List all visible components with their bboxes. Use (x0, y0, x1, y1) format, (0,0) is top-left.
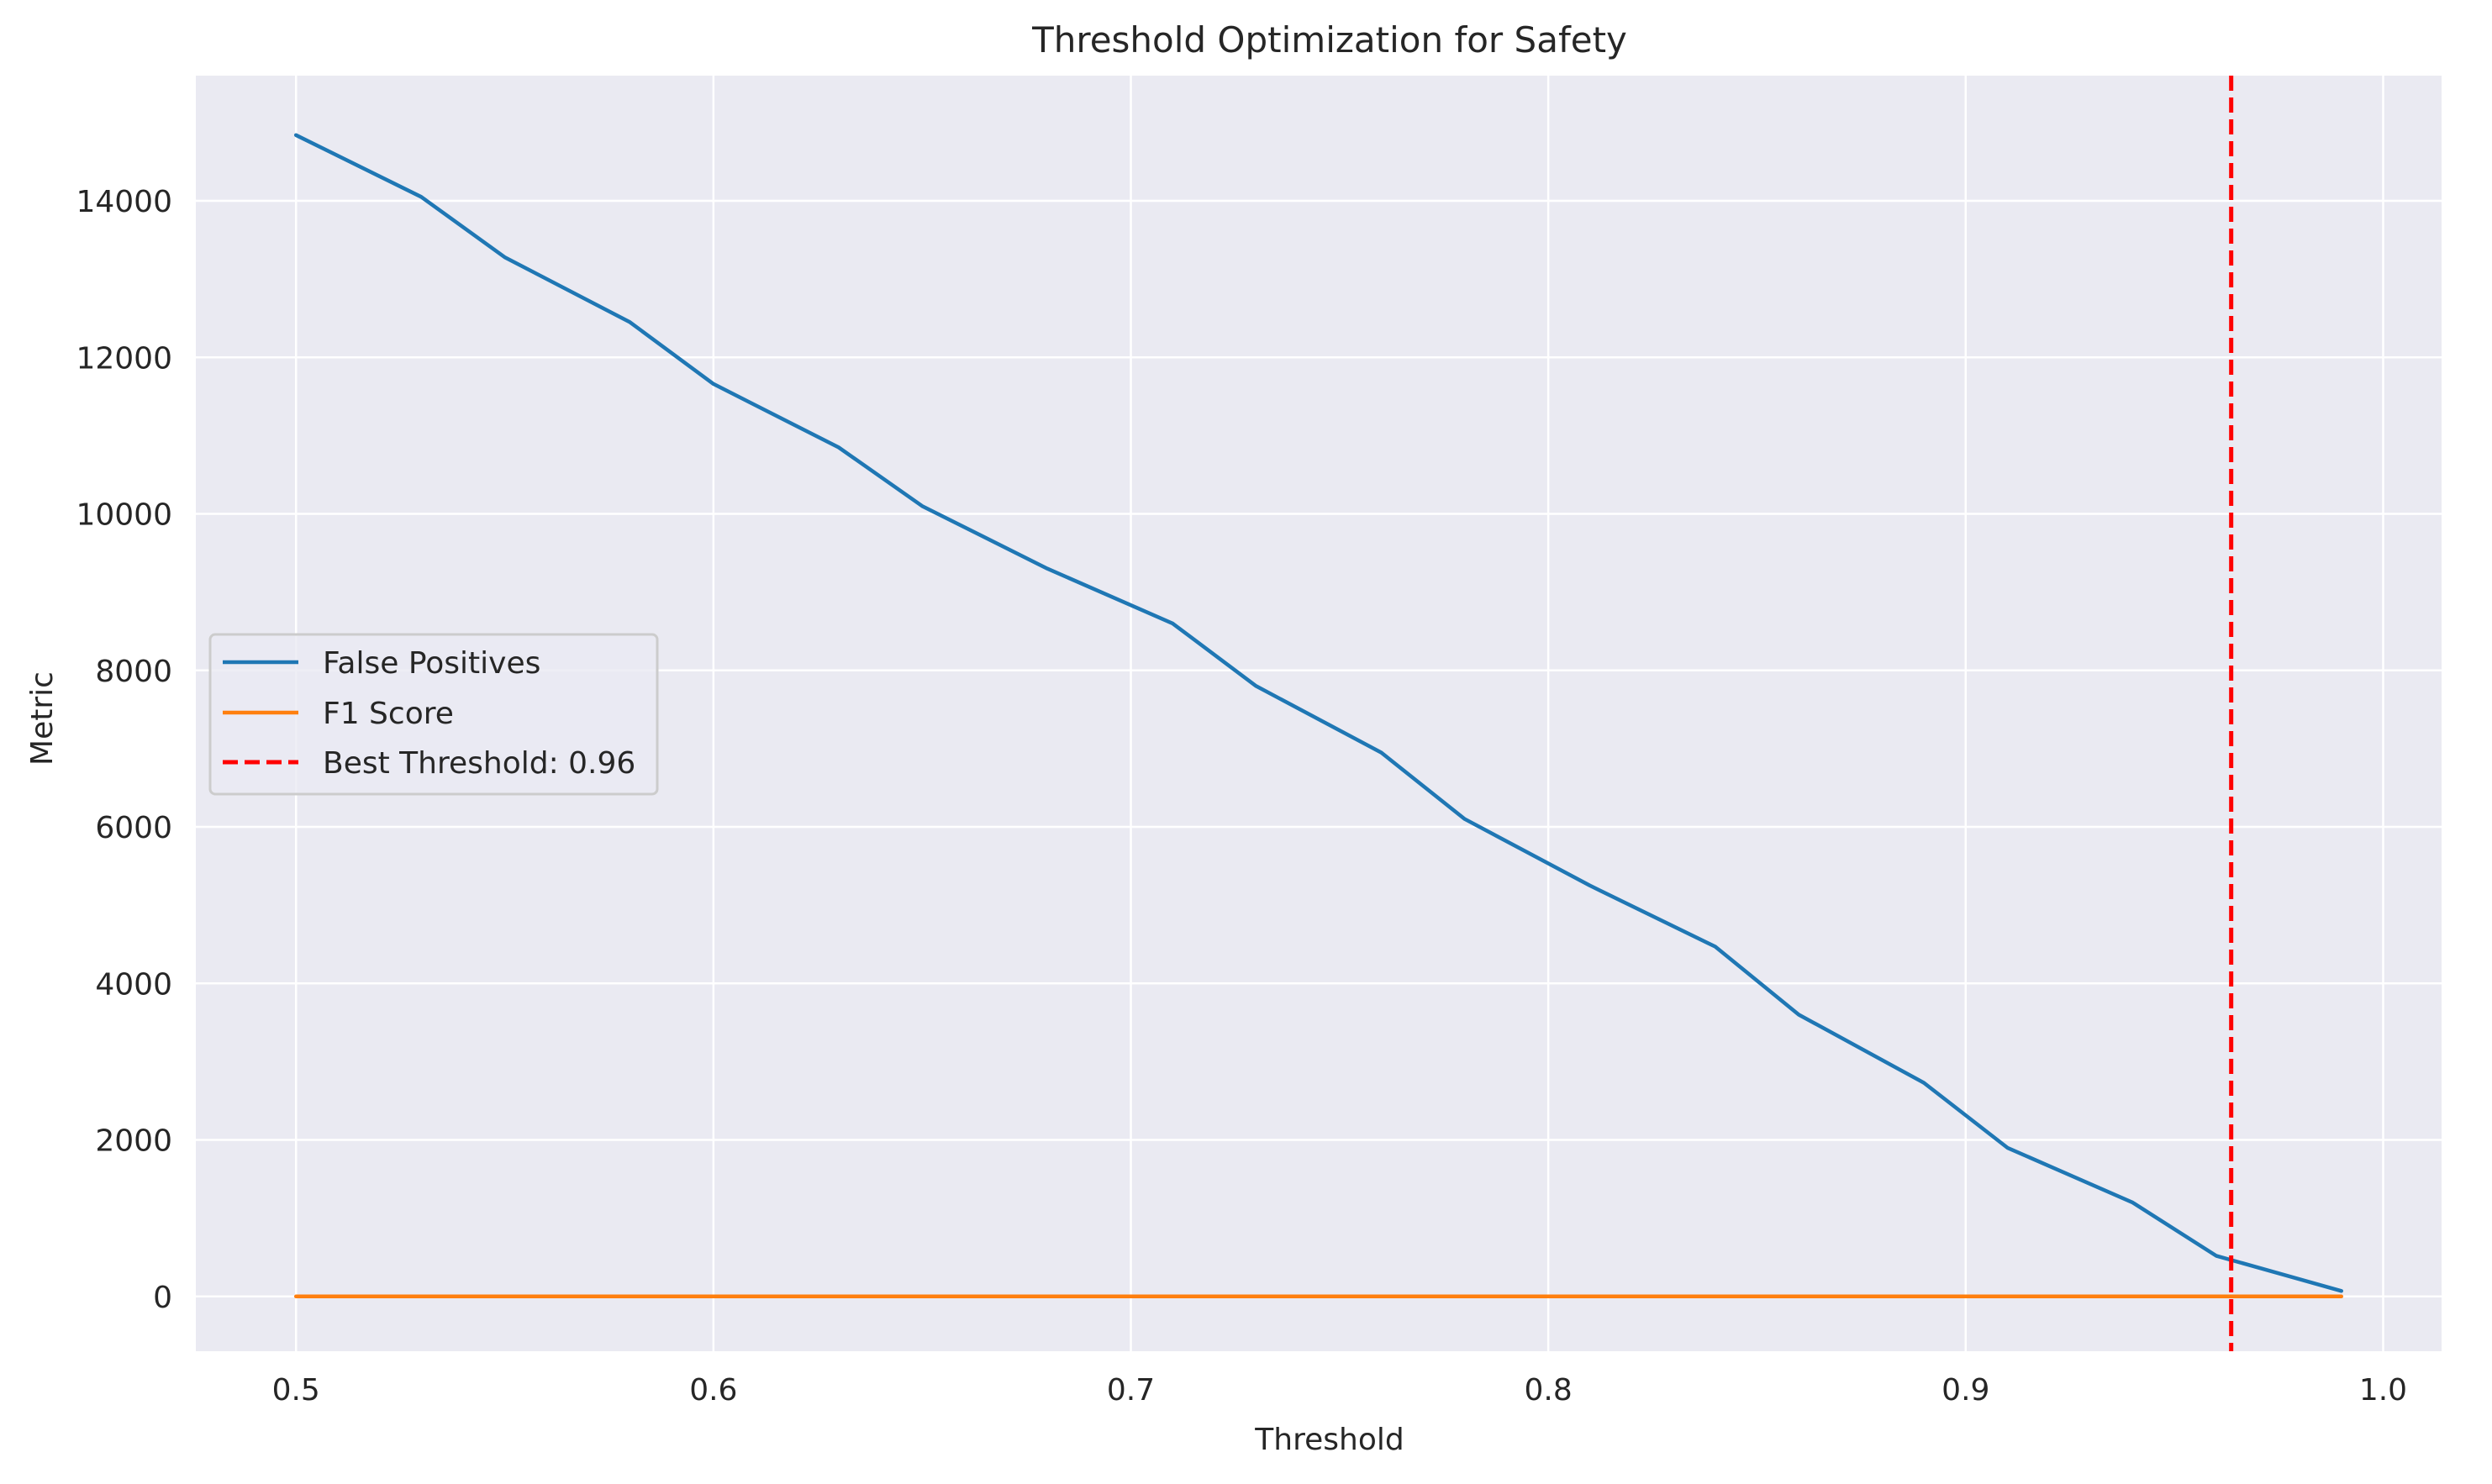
y-tick-label: 10000 (76, 498, 172, 533)
y-tick-label: 6000 (95, 811, 172, 845)
x-tick-label: 0.8 (1525, 1373, 1573, 1408)
series-line-false-positives (293, 133, 2344, 1293)
x-axis-label: Threshold (1254, 1423, 1404, 1457)
legend-label-false-positives: False Positives (323, 646, 540, 681)
y-tick-label: 8000 (95, 655, 172, 689)
y-tick-label: 0 (153, 1281, 172, 1315)
x-tick-label: 1.0 (2359, 1373, 2407, 1408)
legend-label-f1-score: F1 Score (323, 697, 454, 731)
y-axis-label: Metric (25, 671, 60, 766)
y-axis-ticks: 0 2000 4000 6000 8000 10000 12000 14000 (76, 185, 172, 1315)
legend-label-best-threshold: Best Threshold: 0.96 (323, 746, 635, 781)
y-tick-label: 14000 (76, 185, 172, 219)
y-tick-label: 4000 (95, 967, 172, 1002)
y-tick-label: 2000 (95, 1124, 172, 1159)
x-tick-label: 0.5 (272, 1373, 320, 1408)
series (293, 76, 2344, 1351)
chart-title: Threshold Optimization for Safety (1031, 19, 1627, 61)
x-tick-label: 0.9 (1941, 1373, 1989, 1408)
legend-frame (208, 633, 659, 796)
x-tick-label: 0.7 (1107, 1373, 1155, 1408)
x-axis-ticks: 0.5 0.6 0.7 0.8 0.9 1.0 (272, 1373, 2408, 1408)
x-tick-label: 0.6 (689, 1373, 737, 1408)
legend: False Positives F1 Score Best Threshold:… (208, 633, 659, 796)
y-tick-label: 12000 (76, 341, 172, 376)
